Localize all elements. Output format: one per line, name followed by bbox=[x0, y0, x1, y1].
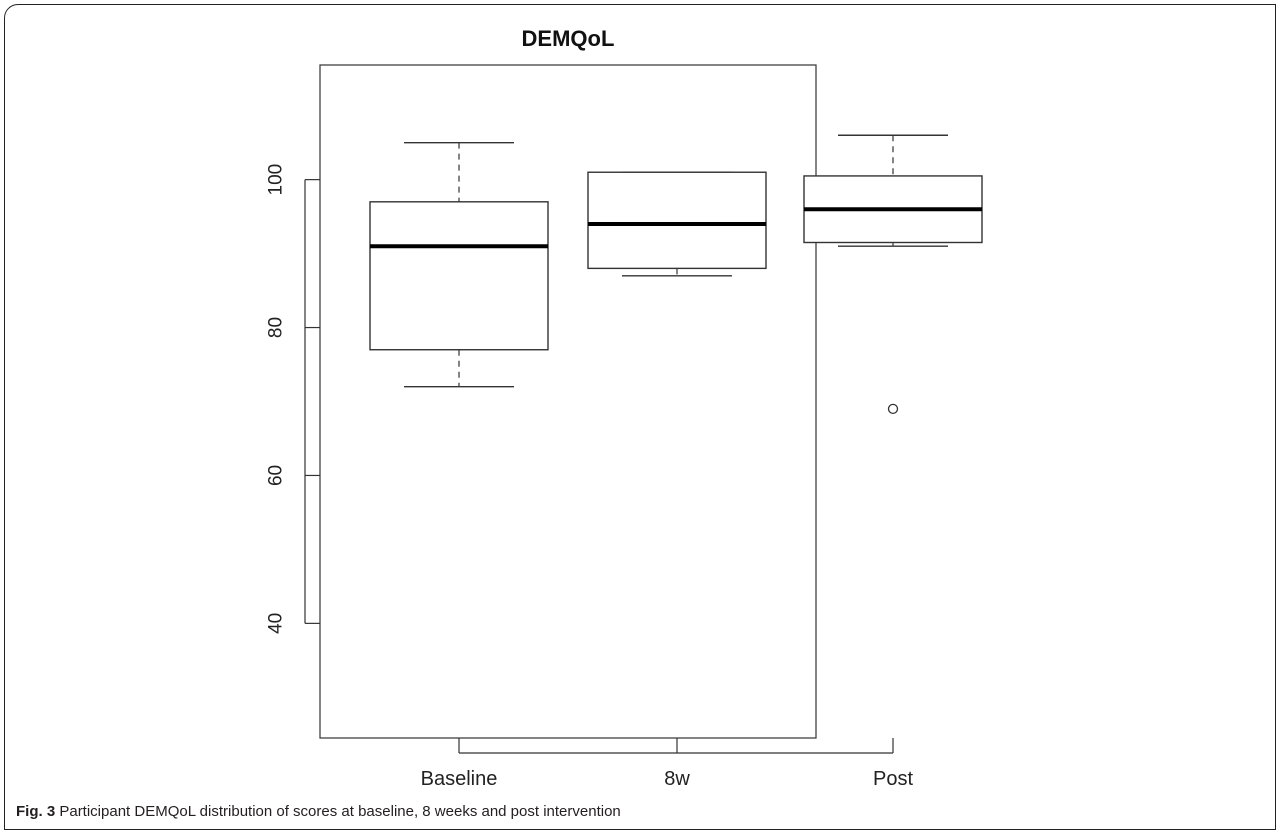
outlier-point bbox=[887, 403, 899, 415]
y-tick-label: 40 bbox=[266, 613, 287, 634]
x-axis: Baseline 8w Post bbox=[421, 738, 913, 790]
x-tick-label: 8w bbox=[664, 768, 690, 790]
figure-caption: Fig. 3 Participant DEMQoL distribution o… bbox=[16, 803, 621, 820]
figure-label: Fig. 3 bbox=[16, 803, 56, 820]
iqr-box bbox=[369, 201, 549, 351]
box-8w bbox=[587, 171, 767, 277]
plot-area bbox=[319, 64, 817, 739]
y-axis: 40 60 80 100 bbox=[266, 164, 320, 634]
figure-caption-text: Participant DEMQoL distribution of score… bbox=[59, 803, 621, 820]
iqr-box bbox=[587, 171, 767, 270]
figure-frame bbox=[4, 4, 1276, 830]
x-tick-label: Post bbox=[873, 768, 913, 790]
chart-title: DEMQoL bbox=[522, 26, 615, 51]
boxplot-chart: DEMQoL 40 60 80 100 Baseline 8w Post bbox=[266, 26, 983, 790]
x-tick-label: Baseline bbox=[421, 768, 498, 790]
y-tick-label: 100 bbox=[266, 164, 287, 196]
boxes bbox=[369, 134, 983, 415]
box-post bbox=[803, 134, 983, 415]
y-tick-label: 80 bbox=[266, 317, 287, 338]
box-baseline bbox=[369, 141, 549, 388]
y-tick-label: 60 bbox=[266, 465, 287, 486]
